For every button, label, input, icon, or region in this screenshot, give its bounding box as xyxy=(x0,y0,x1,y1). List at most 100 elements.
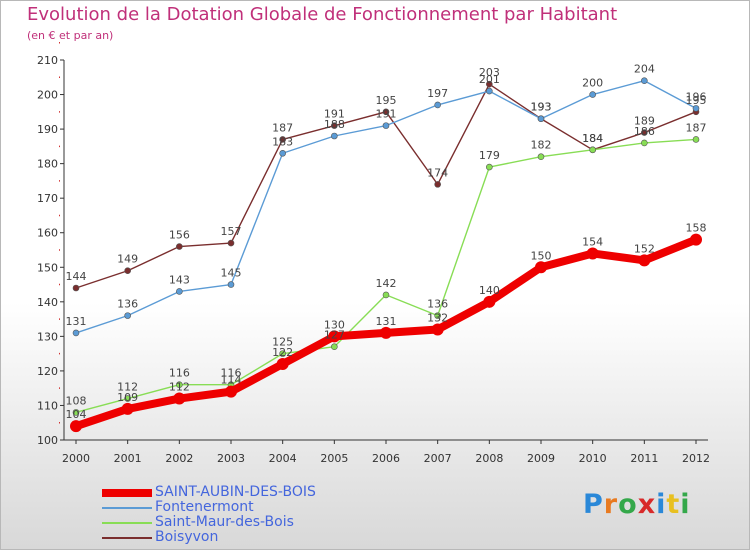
proxiti-logo: Proxiti xyxy=(583,489,691,520)
data-label-2: 127 xyxy=(324,329,345,342)
data-label-1: 183 xyxy=(272,135,293,148)
x-tick-label: 2003 xyxy=(217,452,245,465)
data-label-2: 116 xyxy=(169,367,190,380)
data-point-1 xyxy=(227,281,235,288)
data-label-3: 184 xyxy=(582,132,603,145)
y-tick-label: 160 xyxy=(37,227,58,240)
legend-label: Fontenermont xyxy=(155,499,254,515)
chart-subtitle: (en € et par an) xyxy=(27,29,114,42)
data-label-0: 114 xyxy=(221,374,242,387)
y-tick-label: 200 xyxy=(37,89,58,102)
legend-swatch xyxy=(102,537,152,539)
data-label-0: 109 xyxy=(117,391,138,404)
chart-title: Evolution de la Dotation Globale de Fonc… xyxy=(27,4,618,25)
data-point-0 xyxy=(70,420,82,433)
data-label-1: 136 xyxy=(117,298,138,311)
data-label-3: 149 xyxy=(117,253,138,266)
legend-label: Saint-Maur-des-Bois xyxy=(155,514,294,530)
data-point-3 xyxy=(72,284,80,292)
data-point-2 xyxy=(382,291,390,299)
data-point-2 xyxy=(331,343,338,351)
data-point-1 xyxy=(124,312,131,319)
x-tick-label: 2000 xyxy=(62,452,90,465)
data-point-3 xyxy=(279,136,286,143)
data-point-2 xyxy=(124,395,131,402)
data-label-3: 189 xyxy=(634,115,655,128)
data-point-1 xyxy=(692,105,700,112)
data-point-0 xyxy=(225,385,237,398)
data-label-2: 136 xyxy=(427,298,448,311)
data-label-0: 131 xyxy=(376,315,397,328)
y-tick-label: 140 xyxy=(37,296,58,309)
legend-swatch xyxy=(102,522,152,524)
data-point-2 xyxy=(486,163,493,171)
data-point-2 xyxy=(176,381,183,389)
data-point-0 xyxy=(690,233,702,246)
data-label-2: 108 xyxy=(66,394,87,407)
x-tick-label: 2007 xyxy=(424,452,452,465)
data-point-1 xyxy=(72,329,80,337)
data-point-1 xyxy=(434,101,441,109)
x-tick-label: 2006 xyxy=(372,452,400,465)
data-point-0 xyxy=(431,323,444,336)
data-point-0 xyxy=(380,326,392,339)
x-tick-label: 2011 xyxy=(630,452,658,465)
y-tick-label: 120 xyxy=(37,365,58,378)
data-label-0: 154 xyxy=(582,235,603,248)
data-label-3: 191 xyxy=(324,108,345,121)
data-point-3 xyxy=(382,108,390,116)
data-label-2: 112 xyxy=(117,381,138,394)
data-point-1 xyxy=(589,91,596,98)
data-point-0 xyxy=(328,330,341,343)
data-point-1 xyxy=(382,122,390,129)
data-label-3: 203 xyxy=(479,66,500,79)
data-label-2: 184 xyxy=(582,132,603,145)
data-label-1: 197 xyxy=(427,87,448,100)
data-label-0: 104 xyxy=(66,408,87,421)
legend-swatch xyxy=(102,507,152,509)
data-label-0: 152 xyxy=(634,242,655,255)
data-point-1 xyxy=(486,87,493,95)
data-label-2: 179 xyxy=(479,149,500,162)
data-point-2 xyxy=(537,153,545,161)
data-label-1: 200 xyxy=(582,77,603,90)
data-point-0 xyxy=(276,358,289,370)
x-tick-label: 2010 xyxy=(579,452,607,465)
data-point-0 xyxy=(535,261,547,274)
y-tick-label: 170 xyxy=(37,192,58,205)
data-label-3: 193 xyxy=(531,101,552,114)
data-label-2: 116 xyxy=(221,367,242,380)
data-point-0 xyxy=(586,247,599,260)
x-tick-label: 2002 xyxy=(165,452,193,465)
y-tick-label: 100 xyxy=(37,434,58,447)
data-label-2: 182 xyxy=(531,139,552,152)
data-label-3: 157 xyxy=(221,225,242,238)
data-label-0: 112 xyxy=(169,381,190,394)
x-tick-label: 2005 xyxy=(320,452,348,465)
data-label-1: 201 xyxy=(479,73,500,86)
y-tick-label: 110 xyxy=(37,399,58,412)
x-tick-label: 2009 xyxy=(527,452,555,465)
data-label-0: 140 xyxy=(479,284,500,297)
legend-label: SAINT-AUBIN-DES-BOIS xyxy=(155,484,316,500)
data-point-3 xyxy=(124,267,131,275)
data-point-3 xyxy=(641,129,648,136)
data-point-0 xyxy=(638,254,651,267)
logo-letter: x xyxy=(637,489,657,520)
data-point-2 xyxy=(279,350,286,357)
data-label-0: 158 xyxy=(686,222,707,235)
data-point-3 xyxy=(331,122,338,129)
data-point-1 xyxy=(331,132,338,140)
data-point-2 xyxy=(434,312,441,319)
data-label-2: 142 xyxy=(376,277,397,290)
data-label-3: 156 xyxy=(169,229,190,242)
data-point-1 xyxy=(279,149,286,157)
logo-letter: P xyxy=(583,489,604,520)
data-label-1: 131 xyxy=(66,315,87,328)
data-point-1 xyxy=(176,288,183,295)
data-point-0 xyxy=(173,392,186,405)
data-point-2 xyxy=(72,409,80,416)
x-tick-label: 2004 xyxy=(269,452,297,465)
data-point-1 xyxy=(641,77,648,85)
